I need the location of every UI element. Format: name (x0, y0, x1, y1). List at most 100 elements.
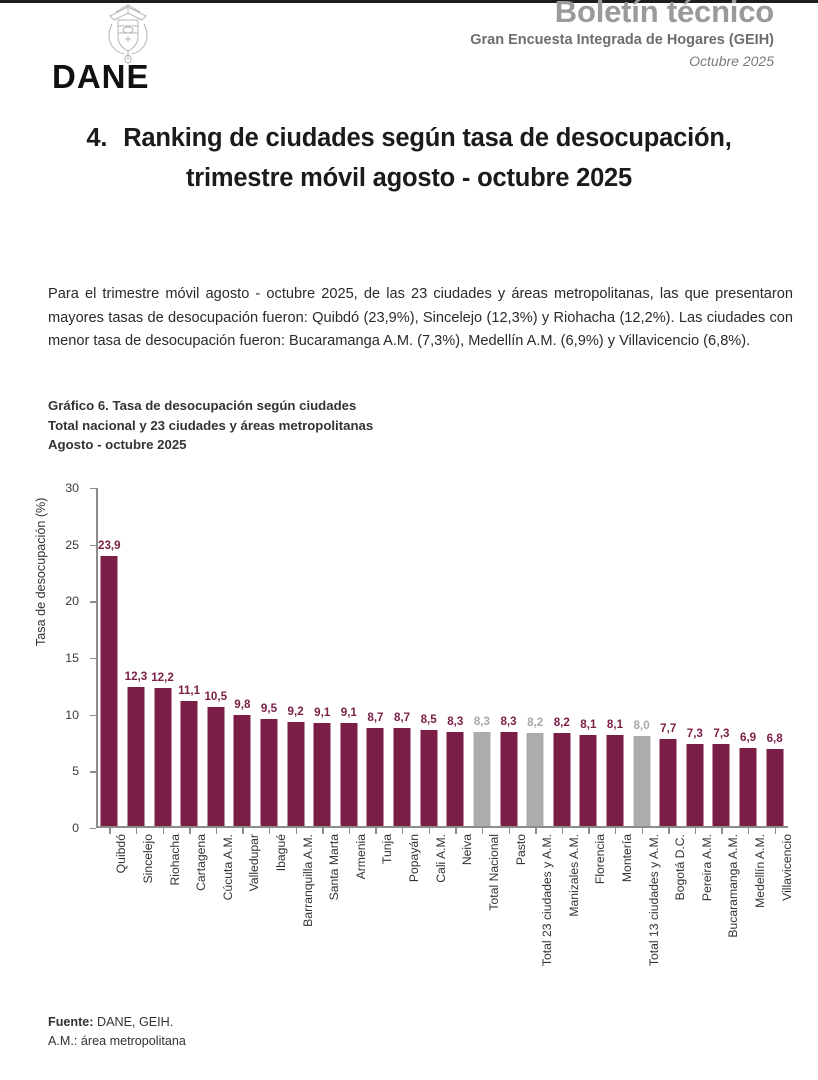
x-axis-label: Ibagué (274, 834, 288, 872)
bar-item[interactable]: 12,3 (123, 486, 150, 827)
bar[interactable] (500, 732, 518, 827)
chart-caption-line1: Gráfico 6. Tasa de desocupación según ci… (48, 398, 357, 413)
bar-value-label: 8,3 (473, 715, 490, 729)
bar[interactable] (526, 733, 544, 827)
bar-item[interactable]: 8,7 (389, 486, 416, 827)
bar[interactable] (633, 735, 651, 827)
bar-item[interactable]: 8,1 (575, 486, 602, 827)
bar-item[interactable]: 7,7 (655, 486, 682, 827)
bar-item[interactable]: 9,8 (229, 486, 256, 827)
bar[interactable] (712, 743, 730, 827)
bar[interactable] (127, 687, 145, 827)
bar-value-label: 23,9 (98, 538, 121, 552)
x-tick (295, 828, 297, 834)
x-tick (348, 828, 351, 834)
bar[interactable] (766, 749, 784, 827)
bar-item[interactable]: 7,3 (708, 486, 735, 827)
y-tick: 15 (65, 651, 96, 665)
y-tick: 25 (65, 538, 96, 552)
y-tick: 30 (65, 481, 96, 495)
bar[interactable] (393, 727, 411, 827)
bar[interactable] (207, 707, 225, 827)
bar[interactable] (340, 723, 358, 827)
x-axis-label: Popayán (407, 834, 422, 883)
y-tick: 10 (65, 708, 96, 722)
bar[interactable] (154, 688, 172, 827)
x-tick (508, 828, 510, 834)
bar-value-label: 11,1 (178, 683, 201, 697)
bar[interactable] (366, 727, 384, 827)
y-tick-label: 20 (65, 594, 79, 609)
dane-logo: DANE (46, 2, 246, 98)
x-axis-label: Riohacha (167, 834, 182, 886)
bar[interactable] (579, 734, 597, 827)
bar[interactable] (420, 730, 438, 827)
dane-wordmark: DANE (52, 58, 150, 95)
bar-item[interactable]: 8,7 (362, 486, 389, 827)
colombia-coat-of-arms-icon (108, 4, 148, 64)
bar[interactable] (553, 733, 571, 827)
bar-item[interactable]: 9,2 (282, 486, 309, 827)
bar-item[interactable]: 7,3 (682, 486, 709, 827)
y-axis-line (96, 488, 98, 828)
bar-item[interactable]: 8,2 (522, 486, 549, 827)
x-axis-label: Barranquilla A.M. (300, 834, 315, 927)
y-tick-label: 0 (72, 821, 79, 835)
bar-item[interactable]: 6,9 (735, 486, 762, 827)
bar-item[interactable]: 8,5 (415, 486, 442, 827)
bar-item[interactable]: 8,3 (442, 486, 469, 827)
bar-value-label: 7,3 (713, 726, 730, 740)
bar-item[interactable]: 8,0 (628, 486, 655, 827)
bar[interactable] (233, 715, 251, 827)
bar-item[interactable]: 10,5 (202, 486, 229, 827)
bar-item[interactable]: 11,1 (176, 486, 203, 827)
x-axis-label: Montería (620, 834, 634, 883)
bar[interactable] (313, 723, 331, 827)
y-tick: 20 (65, 594, 96, 608)
x-tick (109, 828, 111, 834)
x-tick (455, 828, 457, 834)
bar-item[interactable]: 8,1 (602, 486, 629, 827)
period-label: Octubre 2025 (689, 53, 774, 69)
bar[interactable] (260, 718, 278, 827)
bar-value-label: 8,2 (553, 716, 570, 730)
bar[interactable] (659, 739, 677, 827)
plot-area: 0 5 10 15 20 25 30 23,9 12,3 12,2 11,1 10,5 9,8 9,5 9… (65, 481, 788, 835)
x-tick (721, 828, 723, 834)
bar[interactable] (739, 748, 757, 827)
bar-item[interactable]: 8,3 (469, 486, 496, 827)
x-tick (615, 828, 617, 834)
bar[interactable] (473, 732, 491, 827)
bar-item[interactable]: 6,8 (761, 486, 788, 827)
survey-name: Gran Encuesta Integrada de Hogares (GEIH… (470, 32, 774, 48)
bar-item[interactable]: 8,3 (495, 486, 522, 827)
x-tick (215, 828, 218, 834)
y-tick-label: 25 (65, 537, 79, 552)
bar[interactable] (100, 555, 118, 827)
bar[interactable] (180, 700, 198, 827)
x-axis-label: Sincelejo (140, 834, 155, 884)
bar-item[interactable]: 23,9 (96, 486, 123, 827)
x-axis-label: Pasto (513, 834, 528, 866)
bar-item[interactable]: 12,2 (149, 486, 176, 827)
bar-item[interactable]: 9,1 (336, 486, 363, 827)
bar-item[interactable]: 9,1 (309, 486, 336, 827)
bar-value-label: 8,3 (447, 715, 464, 729)
x-tick (322, 828, 324, 834)
chart-caption-line2: Total nacional y 23 ciudades y áreas met… (48, 417, 374, 433)
bar[interactable] (287, 722, 305, 827)
x-axis-label: Medellín A.M. (753, 834, 768, 908)
x-axis-line (96, 826, 788, 828)
bar-value-label: 10,5 (204, 690, 228, 704)
bar-item[interactable]: 9,5 (256, 486, 283, 827)
x-axis-label: Neiva (460, 834, 475, 866)
bar[interactable] (606, 734, 624, 827)
bar-value-label: 8,1 (606, 717, 624, 731)
bar-value-label: 9,2 (287, 705, 304, 719)
bar[interactable] (446, 732, 464, 827)
bar[interactable] (686, 743, 704, 827)
bar-item[interactable]: 8,2 (548, 486, 575, 827)
x-axis-label: Florencia (593, 834, 608, 885)
x-axis-label: Bucaramanga A.M. (726, 834, 741, 938)
